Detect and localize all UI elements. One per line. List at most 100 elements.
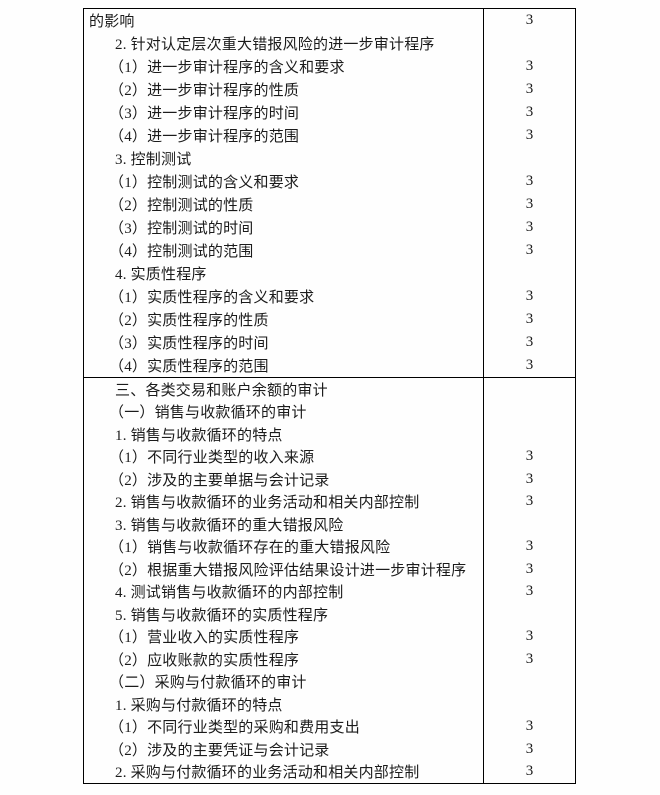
item-level-value: [483, 32, 575, 55]
item-level-value: 3: [483, 78, 575, 101]
table-row: 2. 针对认定层次重大错报风险的进一步审计程序: [84, 32, 575, 55]
item-text: （4）控制测试的范围: [109, 244, 254, 260]
table-row: 3. 控制测试: [84, 147, 575, 170]
table-row: （2）应收账款的实质性程序 3: [84, 648, 575, 671]
table-row: （2）涉及的主要凭证与会计记录 3: [84, 738, 575, 761]
item-text: （1）控制测试的含义和要求: [109, 175, 300, 191]
item-level-value: [483, 147, 575, 170]
syllabus-table: 的影响 3 2. 针对认定层次重大错报风险的进一步审计程序 （1）进一步审计程序的含义…: [83, 8, 576, 784]
item-level-value: 3: [483, 55, 575, 78]
item-text: 5. 销售与收款循环的实质性程序: [115, 607, 329, 624]
item-text: （1）销售与收款循环存在的重大错报风险: [109, 540, 391, 557]
item-level-value: 3: [483, 558, 575, 581]
item-level-value: [483, 378, 575, 401]
item-level-value: 3: [483, 124, 575, 147]
table-row: 三、各类交易和账户余额的审计: [84, 378, 575, 401]
item-level-value: [483, 423, 575, 446]
table-row: （1）控制测试的含义和要求 3: [84, 170, 575, 193]
item-text: 的影响: [89, 14, 135, 30]
item-level-value: 3: [483, 9, 575, 32]
table-row: （1）不同行业类型的收入来源 3: [84, 445, 575, 468]
table-row: （一）销售与收款循环的审计: [84, 400, 575, 423]
table-row: （2）进一步审计程序的性质 3: [84, 78, 575, 101]
item-text: 2. 针对认定层次重大错报风险的进一步审计程序: [115, 37, 435, 53]
item-text: 1. 采购与付款循环的特点: [115, 697, 283, 714]
item-text: 三、各类交易和账户余额的审计: [115, 382, 328, 399]
item-text: 4. 实质性程序: [115, 267, 207, 283]
item-text: 2. 销售与收款循环的业务活动和相关内部控制: [115, 495, 420, 512]
table-row: （1）不同行业类型的采购和费用支出 3: [84, 715, 575, 738]
table-section-transactions-and-balances-audit: 三、各类交易和账户余额的审计 （一）销售与收款循环的审计 1. 销售与收款循环的特点…: [84, 377, 575, 783]
item-level-value: 3: [483, 535, 575, 558]
table-row: （1）进一步审计程序的含义和要求 3: [84, 55, 575, 78]
item-text: 3. 销售与收款循环的重大错报风险: [115, 517, 344, 534]
table-row: 4. 测试销售与收款循环的内部控制 3: [84, 580, 575, 603]
item-text: 2. 采购与付款循环的业务活动和相关内部控制: [115, 765, 420, 782]
item-level-value: 3: [483, 216, 575, 239]
table-row: 4. 实质性程序: [84, 262, 575, 285]
item-text: （2）涉及的主要单据与会计记录: [109, 472, 330, 489]
item-text: （3）进一步审计程序的时间: [109, 106, 300, 122]
table-row: （3）控制测试的时间 3: [84, 216, 575, 239]
item-text: （1）进一步审计程序的含义和要求: [109, 60, 345, 76]
table-section-further-audit-procedures: 的影响 3 2. 针对认定层次重大错报风险的进一步审计程序 （1）进一步审计程序的含义…: [84, 9, 575, 377]
item-text: （1）不同行业类型的收入来源: [109, 450, 315, 467]
table-row: （2）根据重大错报风险评估结果设计进一步审计程序 3: [84, 558, 575, 581]
item-level-value: 3: [483, 101, 575, 124]
item-level-value: 3: [483, 239, 575, 262]
item-text: （二）采购与付款循环的审计: [109, 675, 307, 692]
item-text: 4. 测试销售与收款循环的内部控制: [115, 585, 344, 602]
table-row: （1）实质性程序的含义和要求 3: [84, 285, 575, 308]
table-row: （2）实质性程序的性质 3: [84, 308, 575, 331]
item-text: （2）实质性程序的性质: [109, 313, 269, 329]
item-level-value: 3: [483, 285, 575, 308]
item-text: （2）控制测试的性质: [109, 198, 254, 214]
item-level-value: 3: [483, 738, 575, 761]
item-level-value: 3: [483, 193, 575, 216]
item-level-value: 3: [483, 170, 575, 193]
item-text: （一）销售与收款循环的审计: [109, 405, 307, 422]
table-row: （1）销售与收款循环存在的重大错报风险 3: [84, 535, 575, 558]
table-row: 5. 销售与收款循环的实质性程序: [84, 603, 575, 626]
item-level-value: [483, 670, 575, 693]
item-level-value: [483, 603, 575, 626]
table-row: 2. 销售与收款循环的业务活动和相关内部控制 3: [84, 490, 575, 513]
item-level-value: 3: [483, 625, 575, 648]
item-level-value: 3: [483, 468, 575, 491]
table-row: 1. 销售与收款循环的特点: [84, 423, 575, 446]
table-row: （4）实质性程序的范围 3: [84, 354, 575, 377]
table-row: 1. 采购与付款循环的特点: [84, 693, 575, 716]
item-level-value: 3: [483, 490, 575, 513]
item-text: 1. 销售与收款循环的特点: [115, 427, 283, 444]
table-row: 2. 采购与付款循环的业务活动和相关内部控制 3: [84, 760, 575, 783]
table-row: （2）控制测试的性质 3: [84, 193, 575, 216]
item-level-value: 3: [483, 648, 575, 671]
table-row: （2）涉及的主要单据与会计记录 3: [84, 468, 575, 491]
item-level-value: 3: [483, 308, 575, 331]
table-row: （二）采购与付款循环的审计: [84, 670, 575, 693]
item-text: （1）不同行业类型的采购和费用支出: [109, 720, 360, 737]
item-level-value: 3: [483, 715, 575, 738]
item-text: （4）进一步审计程序的范围: [109, 129, 300, 145]
table-row: （4）进一步审计程序的范围 3: [84, 124, 575, 147]
table-row: （3）进一步审计程序的时间 3: [84, 101, 575, 124]
item-text: （2）涉及的主要凭证与会计记录: [109, 742, 330, 759]
item-level-value: [483, 513, 575, 536]
table-row: （1）营业收入的实质性程序 3: [84, 625, 575, 648]
item-level-value: 3: [483, 760, 575, 783]
item-level-value: [483, 400, 575, 423]
item-level-value: 3: [483, 580, 575, 603]
table-row: （3）实质性程序的时间 3: [84, 331, 575, 354]
item-level-value: [483, 262, 575, 285]
item-text: （3）实质性程序的时间: [109, 336, 269, 352]
item-text: （2）进一步审计程序的性质: [109, 83, 300, 99]
item-text: （3）控制测试的时间: [109, 221, 254, 237]
item-text: （1）实质性程序的含义和要求: [109, 290, 315, 306]
item-level-value: 3: [483, 354, 575, 377]
item-text: （1）营业收入的实质性程序: [109, 630, 300, 647]
item-text: （2）根据重大错报风险评估结果设计进一步审计程序: [109, 562, 467, 579]
item-text: （2）应收账款的实质性程序: [109, 652, 300, 669]
item-level-value: 3: [483, 445, 575, 468]
table-row: 的影响 3: [84, 9, 575, 32]
item-text: 3. 控制测试: [115, 152, 192, 168]
